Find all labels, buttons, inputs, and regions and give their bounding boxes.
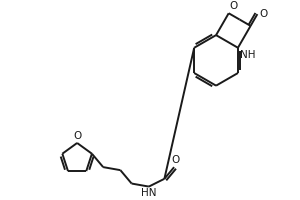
Text: NH: NH [240, 50, 255, 60]
Text: O: O [259, 9, 268, 19]
Text: HN: HN [141, 188, 157, 198]
Text: O: O [230, 1, 238, 11]
Text: O: O [73, 131, 81, 141]
Text: O: O [171, 155, 179, 165]
